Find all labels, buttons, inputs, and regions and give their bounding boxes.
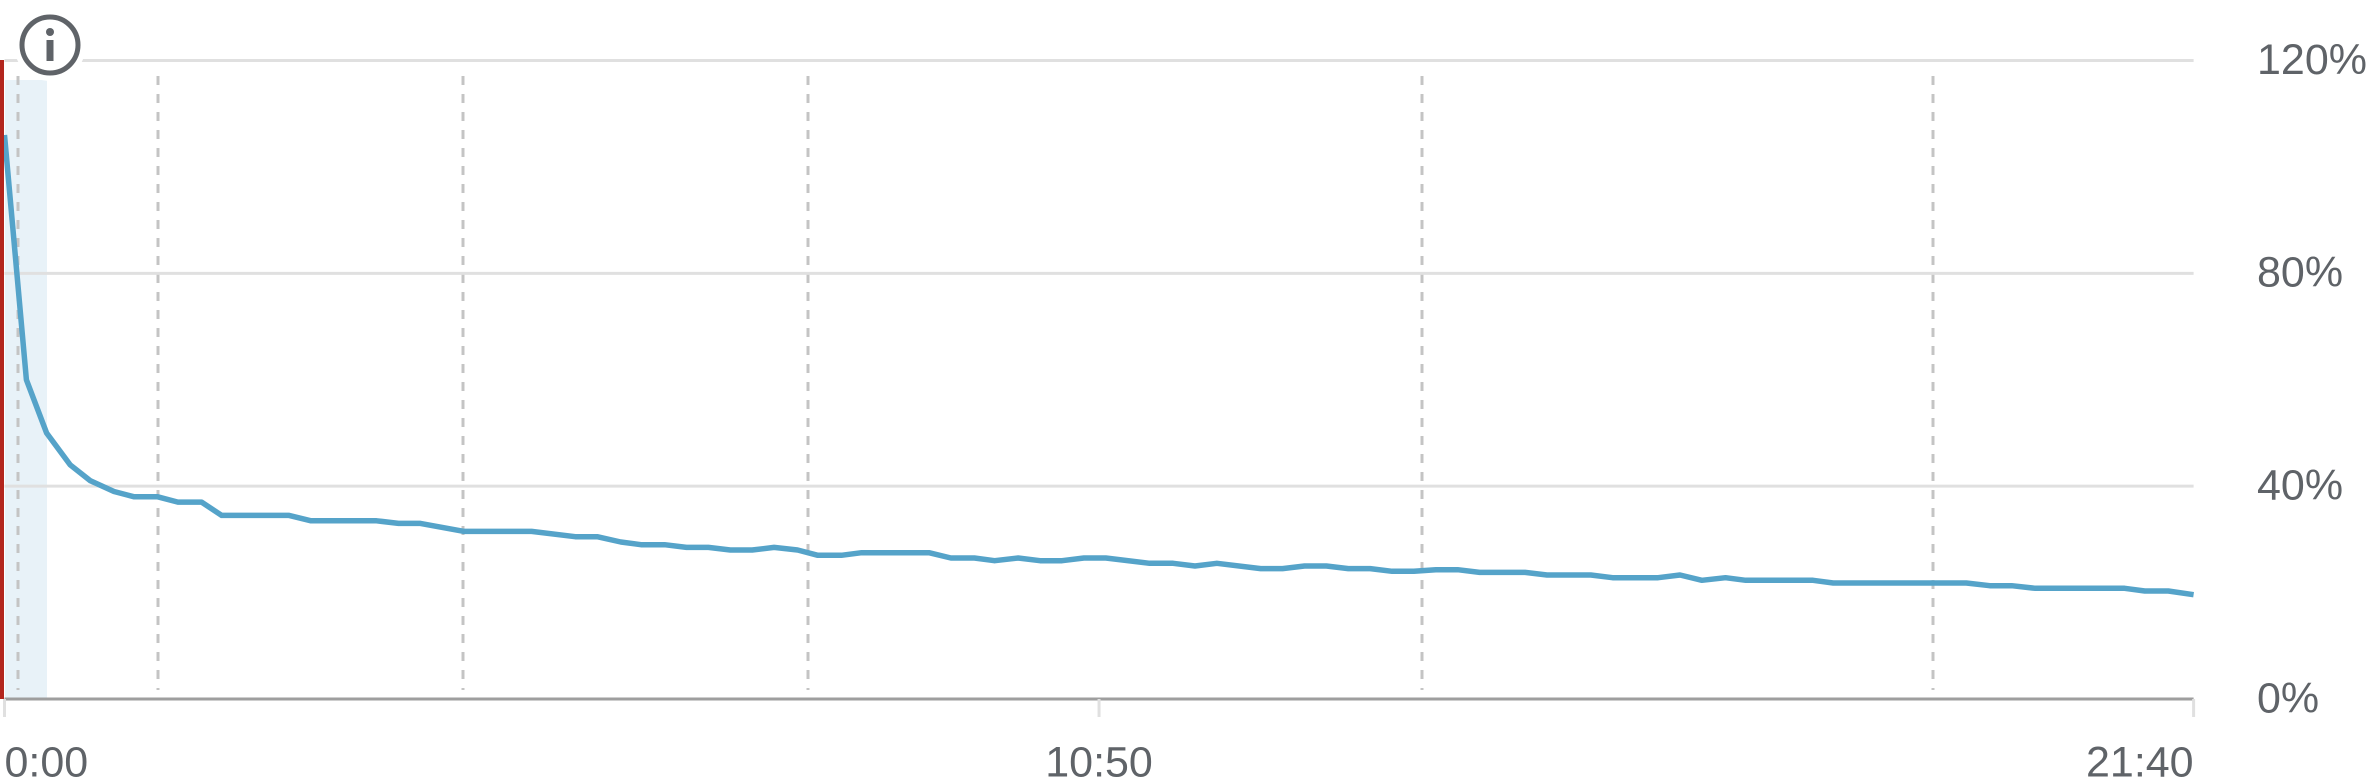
info-icon-ring xyxy=(19,14,81,76)
x-tick-label: 0:00 xyxy=(5,738,89,784)
markers xyxy=(16,76,1935,690)
y-tick-label: 80% xyxy=(2257,249,2343,297)
y-tick-label: 40% xyxy=(2257,462,2343,510)
y-tick-label: 0% xyxy=(2257,674,2319,722)
plot: 0% 40% 80% 120% 0:00 10:50 21:40 xyxy=(1,36,2367,784)
info-icon-dot xyxy=(46,28,54,36)
info-icon[interactable] xyxy=(14,9,86,81)
data-line xyxy=(1,134,2194,598)
info-icon-bar xyxy=(46,40,54,61)
y-tick-label: 120% xyxy=(2257,36,2367,84)
x-tick-label: 21:40 xyxy=(2086,738,2194,784)
x-tick-label: 10:50 xyxy=(1045,738,1153,784)
highlight-band xyxy=(5,80,47,699)
